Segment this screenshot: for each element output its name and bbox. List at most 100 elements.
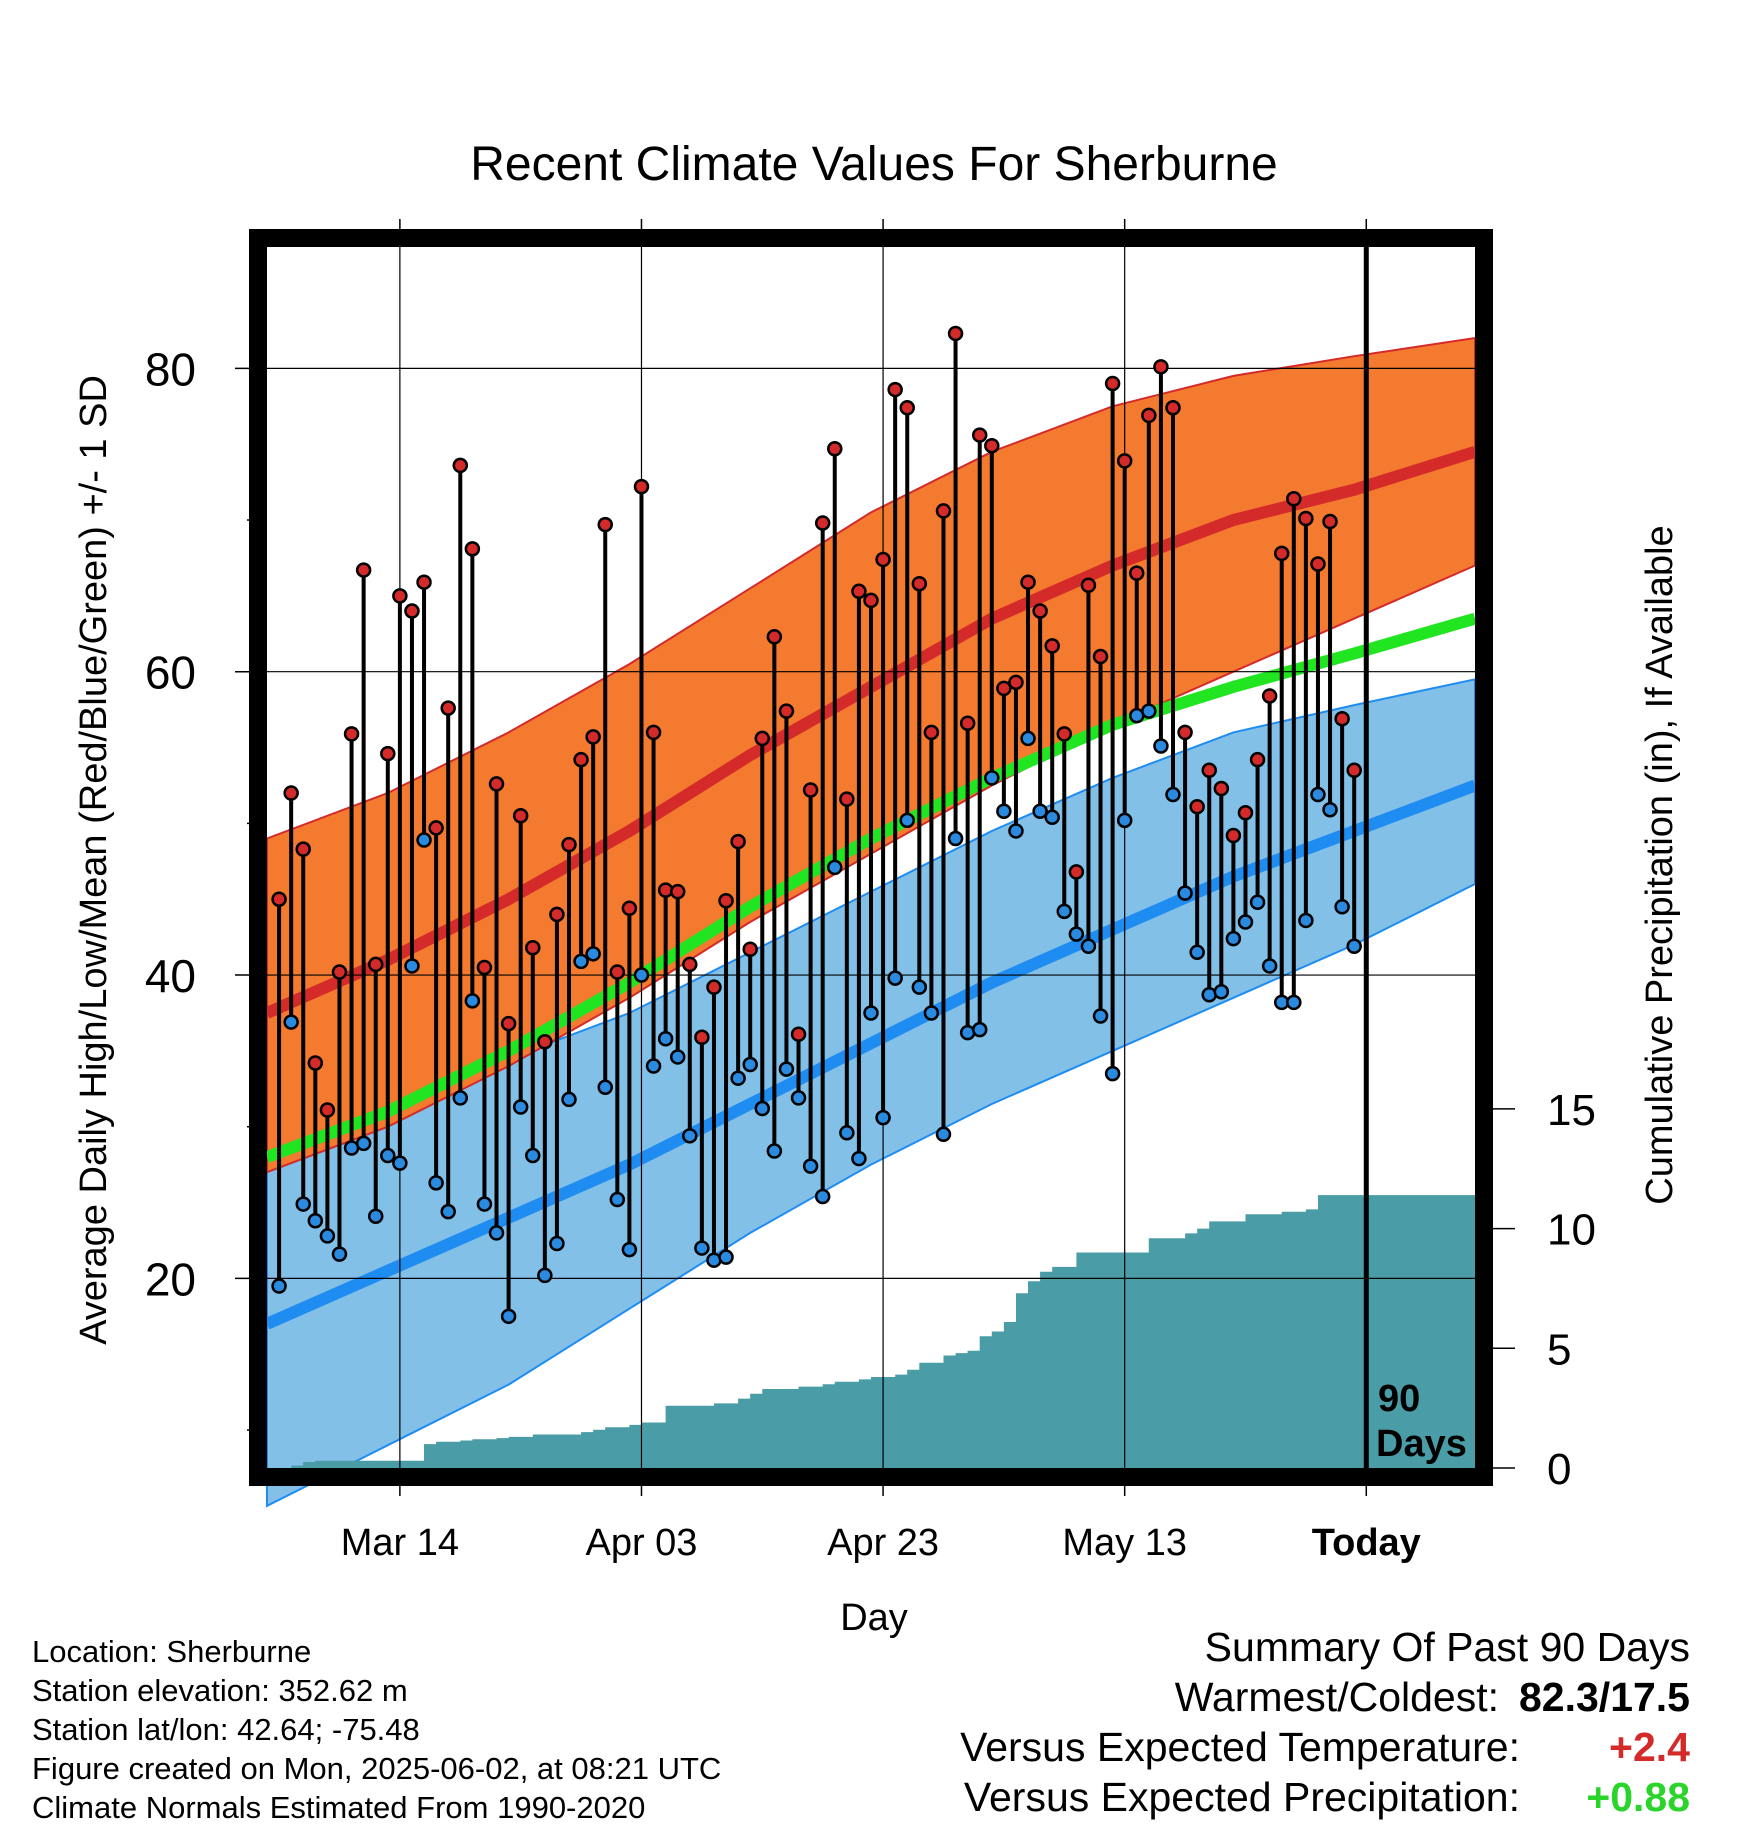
low-point bbox=[512, 1099, 529, 1115]
low-point bbox=[1141, 703, 1157, 719]
created-text: Figure created on Mon, 2025-06-02, at 08… bbox=[32, 1751, 722, 1786]
low-point bbox=[718, 1249, 734, 1265]
high-point bbox=[1346, 762, 1362, 779]
low-point bbox=[1213, 983, 1230, 1000]
low-point bbox=[609, 1191, 626, 1208]
high-point bbox=[416, 574, 432, 590]
high-point bbox=[827, 440, 843, 457]
high-point bbox=[1177, 724, 1193, 741]
low-point bbox=[1189, 944, 1205, 961]
high-point bbox=[996, 680, 1012, 697]
low-point bbox=[488, 1225, 505, 1241]
low-point bbox=[935, 1126, 952, 1143]
high-point bbox=[1008, 674, 1024, 691]
low-point bbox=[1177, 885, 1193, 901]
low-point bbox=[996, 803, 1012, 819]
low-point bbox=[1044, 809, 1060, 826]
low-point bbox=[814, 1188, 831, 1205]
high-point bbox=[923, 724, 940, 741]
high-point bbox=[1201, 762, 1217, 779]
high-point bbox=[319, 1102, 336, 1118]
high-point bbox=[778, 703, 795, 719]
y-tick-label: 20 bbox=[145, 1253, 196, 1305]
high-point bbox=[1189, 798, 1205, 815]
today-label-90: 90 bbox=[1378, 1378, 1420, 1420]
high-point bbox=[476, 959, 493, 976]
low-point bbox=[923, 1005, 940, 1021]
high-point bbox=[1020, 574, 1036, 590]
x-axis-label: Day bbox=[840, 1597, 908, 1639]
high-point bbox=[802, 782, 819, 798]
high-point bbox=[730, 833, 746, 850]
low-point bbox=[452, 1090, 469, 1106]
low-point bbox=[669, 1049, 686, 1065]
chart-title: Recent Climate Values For Sherburne bbox=[470, 138, 1278, 191]
low-point bbox=[355, 1135, 372, 1152]
y-tick-label: 60 bbox=[145, 647, 196, 699]
low-point bbox=[621, 1241, 638, 1258]
high-point bbox=[1213, 780, 1230, 797]
y-right-tick-label: 0 bbox=[1547, 1445, 1571, 1494]
low-point bbox=[887, 970, 903, 986]
low-point bbox=[911, 979, 928, 995]
high-point bbox=[1334, 710, 1350, 727]
high-point bbox=[1129, 565, 1145, 581]
low-point bbox=[585, 946, 601, 962]
high-point bbox=[500, 1015, 517, 1032]
low-point bbox=[561, 1091, 577, 1108]
low-point bbox=[1237, 914, 1254, 930]
y-tick-label: 80 bbox=[145, 343, 196, 395]
low-point bbox=[851, 1150, 867, 1167]
plot-frame bbox=[249, 229, 1493, 1486]
low-point bbox=[1298, 912, 1314, 929]
y-axis-right: 0 5 10 15 bbox=[1485, 1086, 1596, 1494]
low-point bbox=[319, 1228, 336, 1244]
low-point bbox=[573, 953, 589, 970]
high-point bbox=[669, 883, 686, 900]
low-point bbox=[283, 1014, 299, 1030]
high-point bbox=[645, 724, 662, 741]
low-point bbox=[476, 1196, 493, 1212]
low-point bbox=[827, 859, 843, 876]
warm-cold-value: 82.3/17.5 bbox=[1519, 1674, 1690, 1720]
today-label-days: Days bbox=[1376, 1423, 1467, 1465]
x-tick-label: Today bbox=[1312, 1522, 1421, 1564]
low-point bbox=[1056, 903, 1073, 920]
high-point bbox=[911, 575, 928, 592]
high-point bbox=[488, 776, 505, 792]
low-point bbox=[1008, 823, 1024, 839]
y-axis-label-left: Average Daily High/Low/Mean (Red/Blue/Gr… bbox=[73, 375, 115, 1345]
high-point bbox=[706, 979, 722, 995]
low-point bbox=[295, 1196, 311, 1212]
low-point bbox=[1092, 1008, 1109, 1024]
high-point bbox=[887, 381, 903, 398]
high-point bbox=[1044, 638, 1060, 654]
x-tick-label: Mar 14 bbox=[341, 1522, 459, 1564]
high-point bbox=[790, 1026, 807, 1042]
high-point bbox=[633, 478, 650, 495]
low-point bbox=[525, 1147, 541, 1164]
high-point bbox=[597, 516, 613, 533]
low-point bbox=[440, 1203, 456, 1220]
high-point bbox=[959, 715, 976, 732]
high-point bbox=[718, 892, 734, 909]
low-point bbox=[682, 1128, 698, 1144]
warm-cold-row: Warmest/Coldest: 82.3/17.5 bbox=[960, 1672, 1690, 1722]
low-point bbox=[1286, 994, 1302, 1011]
low-point bbox=[1310, 786, 1326, 803]
summary-panel: Summary Of Past 90 Days Warmest/Coldest:… bbox=[960, 1622, 1690, 1822]
high-point bbox=[1080, 577, 1097, 593]
low-point bbox=[331, 1246, 348, 1262]
low-point bbox=[645, 1058, 662, 1074]
high-point bbox=[1273, 545, 1290, 562]
x-axis: Mar 14 Apr 03 Apr 23 May 13 Today bbox=[341, 219, 1421, 1564]
low-point bbox=[1116, 812, 1133, 829]
low-point bbox=[899, 812, 915, 829]
high-point bbox=[585, 729, 601, 745]
low-point bbox=[549, 1235, 565, 1252]
x-tick-label: May 13 bbox=[1062, 1522, 1187, 1564]
low-point bbox=[1153, 738, 1169, 754]
low-point bbox=[839, 1125, 855, 1141]
high-point bbox=[380, 745, 396, 762]
